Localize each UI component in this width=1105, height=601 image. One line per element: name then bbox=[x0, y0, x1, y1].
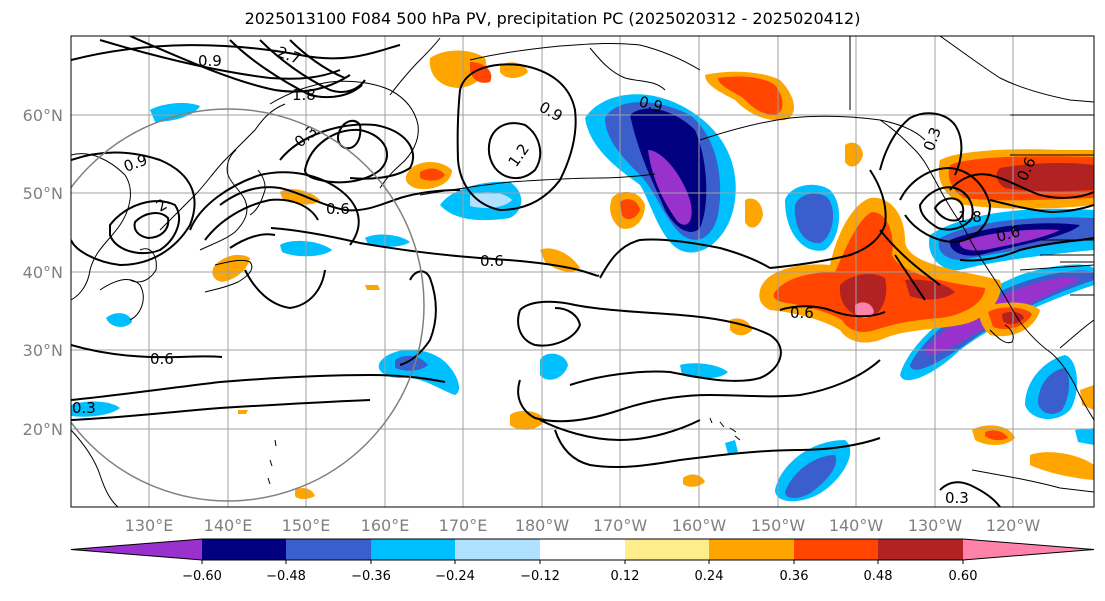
contour-label: 0.6 bbox=[790, 304, 814, 322]
colorbar-tick-label: −0.24 bbox=[435, 569, 475, 584]
coastlines bbox=[71, 36, 1094, 507]
lon-label: 180°W bbox=[515, 516, 570, 535]
colorbar-tick-label: 0.60 bbox=[949, 569, 978, 584]
colorbar-segment bbox=[709, 539, 794, 560]
colorbar-segment bbox=[371, 539, 455, 560]
lon-label: 170°E bbox=[439, 516, 488, 535]
colorbar-tick-labels: −0.60 −0.48 −0.36 −0.24 −0.12 0.12 0.24 … bbox=[182, 569, 977, 584]
lon-label: 140°E bbox=[204, 516, 253, 535]
map-frame bbox=[70, 35, 1095, 508]
contour-label: 0.9 bbox=[198, 52, 222, 70]
longitude-labels: 130°E 140°E 150°E 160°E 170°E 180°W 170°… bbox=[125, 516, 1041, 535]
lat-label: 20°N bbox=[23, 420, 63, 439]
lat-label: 50°N bbox=[23, 184, 63, 203]
lon-label: 140°W bbox=[829, 516, 884, 535]
colorbar-tick-label: 0.24 bbox=[695, 569, 724, 584]
colorbar-segment bbox=[794, 539, 878, 560]
colorbar-tick-label: −0.60 bbox=[182, 569, 222, 584]
lon-label: 130°W bbox=[908, 516, 963, 535]
precipitation-shading bbox=[71, 50, 1094, 502]
colorbar-segment bbox=[540, 539, 625, 560]
colorbar-tick-label: 0.36 bbox=[780, 569, 809, 584]
colorbar-tick-label: −0.12 bbox=[520, 569, 560, 584]
contour-label: 0.3 bbox=[945, 489, 969, 507]
contour-label: 1.8 bbox=[958, 208, 982, 226]
colorbar-tick-label: 0.12 bbox=[611, 569, 640, 584]
contour-label: 1.8 bbox=[292, 86, 316, 104]
colorbar-segment bbox=[286, 539, 371, 560]
colorbar-segment bbox=[455, 539, 540, 560]
lon-label: 120°W bbox=[986, 516, 1041, 535]
map-title: 2025013100 F084 500 hPa PV, precipitatio… bbox=[244, 9, 861, 28]
colorbar-segment bbox=[71, 539, 202, 560]
colorbar-segment bbox=[625, 539, 709, 560]
colorbar-segment bbox=[963, 539, 1094, 560]
colorbar-tick-label: −0.48 bbox=[266, 569, 306, 584]
colorbar-tick-label: −0.36 bbox=[351, 569, 391, 584]
contour-label: 0.9 bbox=[637, 92, 665, 116]
lon-label: 130°E bbox=[125, 516, 174, 535]
colorbar-ticks bbox=[201, 560, 964, 564]
lat-label: 60°N bbox=[23, 106, 63, 125]
lat-label: 30°N bbox=[23, 341, 63, 360]
contour-label: 0.6 bbox=[326, 200, 350, 218]
lon-label: 170°W bbox=[593, 516, 648, 535]
lon-label: 160°E bbox=[361, 516, 410, 535]
lon-label: 150°W bbox=[751, 516, 806, 535]
reference-circle bbox=[71, 108, 425, 502]
colorbar-tick-label: 0.48 bbox=[864, 569, 893, 584]
lat-label: 40°N bbox=[23, 263, 63, 282]
contour-label: 0.6 bbox=[994, 222, 1022, 246]
contour-label: 0.6 bbox=[150, 350, 174, 368]
colorbar-segments bbox=[70, 538, 1095, 561]
contour-label: 0.6 bbox=[480, 252, 504, 270]
contour-label: 0.3 bbox=[72, 399, 96, 417]
pv-contours bbox=[71, 36, 1094, 507]
latitude-labels: 60°N 50°N 40°N 30°N 20°N bbox=[23, 106, 63, 439]
colorbar-segment bbox=[878, 539, 963, 560]
lon-label: 160°W bbox=[672, 516, 727, 535]
colorbar-segment bbox=[202, 539, 286, 560]
lon-label: 150°E bbox=[282, 516, 331, 535]
